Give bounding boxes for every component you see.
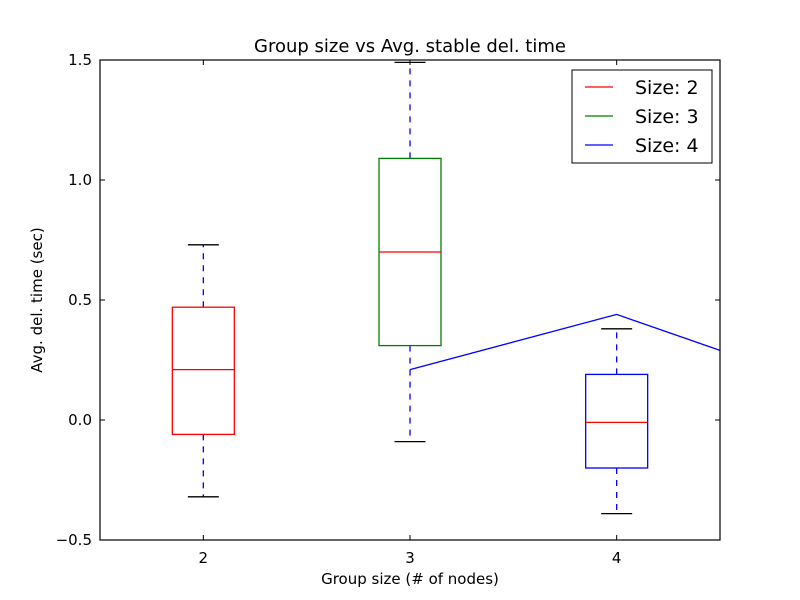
chart-title: Group size vs Avg. stable del. time — [254, 36, 566, 57]
y-tick-label: 1.5 — [68, 51, 92, 69]
y-tick-label: −0.5 — [56, 531, 92, 549]
box-group-2 — [171, 244, 235, 498]
y-tick-label: 1.0 — [68, 171, 92, 189]
box-group-3 — [378, 61, 442, 443]
x-axis-label: Group size (# of nodes) — [321, 570, 499, 588]
y-tick-label: 0.5 — [68, 291, 92, 309]
legend: Size: 2 Size: 3 Size: 4 — [571, 69, 713, 164]
x-tick-label: 3 — [405, 549, 415, 567]
y-axis-label: Avg. del. time (sec) — [28, 227, 46, 372]
legend-label: Size: 3 — [635, 106, 699, 128]
iqr-box — [585, 373, 649, 469]
legend-label: Size: 4 — [635, 135, 699, 157]
legend-label: Size: 2 — [635, 77, 699, 99]
plot-area: 2 3 4 −0.5 0.0 0.5 1.0 1.5 — [56, 51, 721, 567]
iqr-box — [171, 306, 235, 436]
x-tick-label: 4 — [612, 549, 622, 567]
x-tick-label: 2 — [199, 549, 209, 567]
box-group-4 — [585, 328, 649, 515]
y-tick-label: 0.0 — [68, 411, 92, 429]
series-line — [409, 313, 721, 371]
